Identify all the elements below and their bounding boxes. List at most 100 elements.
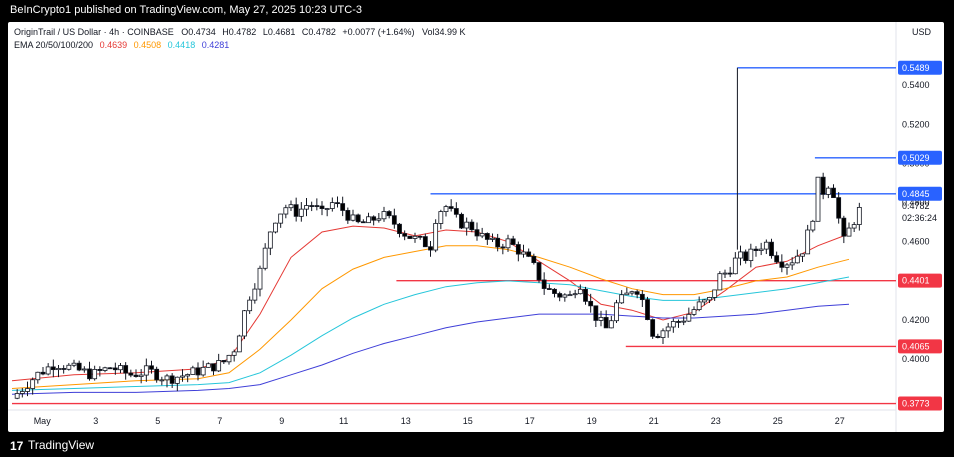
candle-body [200, 366, 206, 376]
level-label: 0.5029 [902, 153, 930, 163]
y-tick-label: 0.4200 [902, 315, 930, 325]
candle-body [510, 238, 516, 245]
candle-body [500, 246, 506, 249]
tradingview-brand[interactable]: TradingView [28, 438, 95, 452]
candle-body [763, 241, 769, 250]
ema-line [11, 303, 850, 395]
x-tick-label: 25 [773, 416, 783, 426]
candle-body [133, 374, 139, 377]
candle-body [149, 365, 154, 370]
tradingview-logo-icon[interactable]: 17 [10, 439, 24, 453]
candle-body [428, 246, 433, 251]
candle-body [355, 214, 361, 223]
candle-body [717, 273, 723, 291]
time-axis[interactable]: May 3 5 7 9 11 13 15 17 19 21 23 25 27 [34, 416, 845, 426]
candle-body [340, 203, 346, 211]
candle-body [676, 321, 681, 323]
candle-body [836, 197, 842, 219]
countdown-label: 02:36:24 [902, 213, 937, 223]
candle-body [779, 261, 785, 268]
candle-body [851, 224, 857, 229]
ema-line [11, 276, 850, 391]
candle-body [30, 379, 36, 389]
candle-body [794, 255, 800, 264]
level-tag [898, 396, 942, 411]
candle-body [267, 231, 273, 249]
candle-body [350, 214, 356, 221]
candle-body [758, 248, 764, 251]
candle-body [531, 255, 537, 264]
currency-label: USD [912, 27, 932, 37]
x-tick-label: 15 [463, 416, 473, 426]
candle-body [278, 213, 284, 224]
candle-body [484, 233, 490, 240]
x-tick-label: 3 [93, 416, 98, 426]
level-tag [898, 150, 942, 165]
candle-body [572, 293, 578, 296]
candle-body [696, 301, 702, 311]
candle-body [541, 279, 547, 289]
candle-body [453, 208, 459, 215]
ema200-value: 0.4281 [202, 40, 230, 50]
chart-frame: 0.40000.42000.44000.46000.48000.50000.52… [8, 22, 944, 432]
x-tick-label: 17 [525, 416, 535, 426]
candle-body [107, 367, 113, 370]
candle-body [670, 321, 676, 328]
candle-body [448, 206, 454, 209]
candle-body [443, 206, 449, 213]
ohlc-close: C0.4782 [302, 27, 336, 37]
candle-body [665, 326, 671, 332]
candle-body [691, 309, 697, 315]
candle-body [61, 368, 67, 370]
candle-body [14, 393, 20, 399]
price-axis[interactable]: 0.40000.42000.44000.46000.48000.50000.52… [898, 60, 942, 411]
candle-body [769, 241, 774, 257]
candle-body [329, 202, 335, 209]
candle-body [856, 206, 862, 225]
candle-body [76, 362, 82, 371]
candle-body [748, 248, 754, 261]
candles [14, 67, 862, 400]
candle-body [298, 208, 304, 217]
candle-body [288, 204, 294, 209]
candle-body [712, 289, 718, 298]
candle-body [681, 320, 687, 323]
candle-body [598, 317, 604, 321]
candle-body [521, 251, 526, 255]
candle-body [464, 221, 470, 229]
candle-body [810, 220, 816, 231]
x-tick-label: 27 [835, 416, 845, 426]
candle-body [345, 210, 351, 221]
candle-body [614, 302, 619, 322]
level-label: 0.4401 [902, 276, 930, 286]
candle-body [402, 233, 408, 237]
candle-body [422, 236, 428, 248]
candle-body [164, 375, 170, 381]
x-tick-label: 11 [339, 416, 348, 426]
price-chart[interactable]: 0.40000.42000.44000.46000.48000.50000.52… [8, 22, 944, 432]
candle-body [707, 297, 712, 301]
candle-body [619, 294, 625, 304]
legend: OriginTrail / US Dollar · 4h · COINBASE … [14, 27, 466, 50]
ohlc-low: L0.4681 [263, 27, 296, 37]
level-tag [898, 186, 942, 201]
candle-body [231, 351, 237, 356]
candle-body [820, 176, 826, 195]
level-label: 0.5489 [902, 63, 930, 73]
candle-body [92, 369, 98, 380]
candle-body [660, 330, 666, 338]
candle-body [262, 247, 268, 269]
price-change: +0.0077 (+1.64%) [342, 27, 414, 37]
x-tick-label: 9 [279, 416, 284, 426]
candle-body [71, 362, 77, 366]
candle-body [319, 205, 325, 209]
candle-body [138, 374, 144, 377]
candle-body [190, 367, 196, 375]
candle-body [469, 221, 475, 231]
candle-body [226, 354, 232, 363]
candle-body [154, 368, 160, 381]
candle-body [490, 237, 495, 240]
candle-body [102, 367, 108, 371]
candle-body [567, 294, 573, 297]
candle-body [789, 262, 795, 266]
